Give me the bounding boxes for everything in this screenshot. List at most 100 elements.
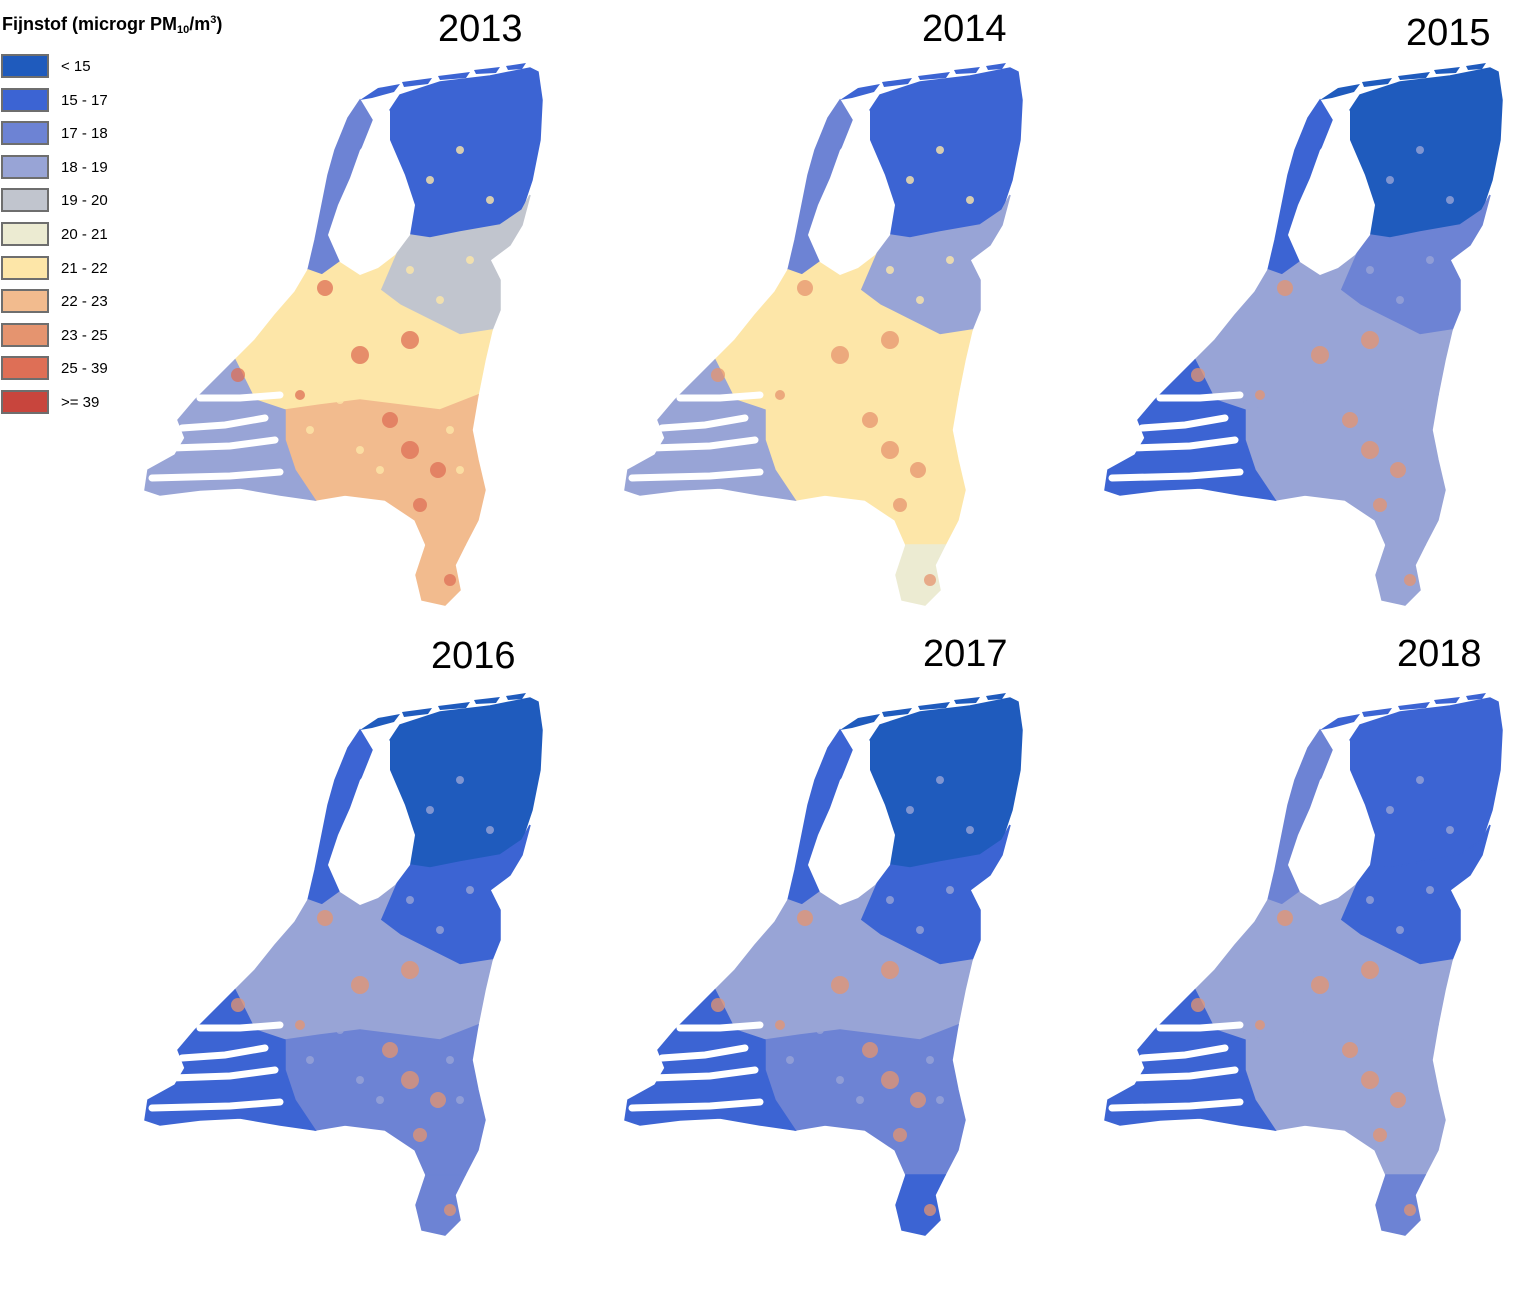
pollution-hotspot — [881, 441, 899, 459]
region-southwest — [624, 358, 797, 501]
pollution-hotspot — [231, 998, 245, 1012]
estuary-water — [178, 414, 269, 432]
pollution-hotspot — [1373, 498, 1387, 512]
legend-swatch — [1, 221, 49, 246]
urban-patch — [836, 446, 844, 454]
urban-patch — [856, 1006, 864, 1014]
region-north — [1349, 67, 1503, 239]
urban-patch — [286, 356, 294, 364]
urban-patch — [1376, 391, 1384, 399]
urban-patch — [856, 376, 864, 384]
wadden-island — [1466, 63, 1486, 70]
pollution-hotspot — [924, 1204, 936, 1216]
urban-patch — [856, 466, 864, 474]
region-limburg — [415, 544, 467, 606]
region-southwest — [1104, 988, 1277, 1131]
urban-patch — [1426, 886, 1434, 894]
estuary-water — [1156, 1021, 1244, 1032]
pollution-hotspot — [401, 331, 419, 349]
legend-swatch — [1, 356, 49, 381]
region-north — [389, 697, 543, 869]
estuary-water — [658, 1044, 749, 1062]
wadden-island — [360, 714, 400, 730]
pollution-hotspot — [231, 368, 245, 382]
wadden-island — [474, 67, 500, 74]
urban-patch — [1286, 966, 1294, 974]
pollution-hotspot — [295, 1020, 305, 1030]
estuary-water — [178, 1044, 269, 1062]
urban-patch — [1416, 1096, 1424, 1104]
legend-label: < 15 — [61, 58, 91, 75]
wadden-island — [918, 702, 950, 710]
pollution-hotspot — [317, 280, 333, 296]
region-northwest — [1267, 728, 1333, 906]
wadden-island — [954, 697, 980, 704]
wadden-island — [402, 78, 432, 87]
urban-patch — [826, 306, 834, 314]
pollution-hotspot — [924, 574, 936, 586]
legend-swatch — [1, 389, 49, 414]
urban-patch — [446, 1056, 454, 1064]
year-label: 2018 — [1397, 633, 1482, 675]
urban-patch — [486, 826, 494, 834]
urban-patch — [376, 1096, 384, 1104]
urban-patch — [446, 426, 454, 434]
wadden-island — [986, 693, 1006, 700]
pollution-hotspot — [1361, 1071, 1379, 1089]
estuary-water — [196, 1021, 284, 1032]
ijsselmeer-water — [1288, 740, 1375, 905]
estuary-water — [628, 1098, 764, 1112]
netherlands-map — [144, 63, 543, 606]
ijsselmeer-water — [328, 740, 415, 905]
region-southwest — [144, 988, 317, 1131]
urban-patch — [1416, 146, 1424, 154]
wadden-island — [474, 697, 500, 704]
pollution-hotspot — [910, 462, 926, 478]
urban-patch — [406, 896, 414, 904]
legend-swatch — [1, 154, 49, 179]
urban-patch — [766, 356, 774, 364]
pollution-hotspot — [1311, 346, 1329, 364]
year-label: 2017 — [923, 633, 1008, 675]
urban-patch — [836, 1076, 844, 1084]
pollution-hotspot — [1255, 1020, 1265, 1030]
legend-label: 15 - 17 — [61, 91, 108, 109]
region-south — [1244, 393, 1446, 546]
estuary-water — [676, 391, 764, 402]
pollution-hotspot — [831, 976, 849, 994]
estuary-water — [1138, 1044, 1229, 1062]
urban-patch — [456, 1096, 464, 1104]
pollution-hotspot — [1342, 1042, 1358, 1058]
estuary-water — [648, 436, 759, 452]
pollution-hotspot — [295, 390, 305, 400]
urban-patch — [376, 1006, 384, 1014]
map-panel-2015: 2015 — [1020, 0, 1520, 630]
region-center — [714, 882, 973, 1041]
region-southwest — [1104, 358, 1277, 501]
legend-label: >= 39 — [61, 393, 100, 411]
legend-label: 18 - 19 — [61, 158, 108, 176]
urban-patch — [816, 396, 824, 404]
wadden-island — [1398, 72, 1430, 80]
urban-patch — [1266, 1056, 1274, 1064]
estuary-water — [148, 1098, 284, 1112]
pollution-hotspot — [401, 441, 419, 459]
pollution-hotspot — [862, 1042, 878, 1058]
urban-patch — [1446, 196, 1454, 204]
wadden-island — [506, 63, 526, 70]
estuary-water — [168, 1066, 279, 1082]
urban-patch — [846, 956, 854, 964]
netherlands-map — [1104, 63, 1503, 606]
region-south — [284, 1023, 486, 1176]
map-panel-2017: 2017 — [540, 630, 1040, 1260]
legend-swatch — [1, 121, 49, 146]
map-panel-2016: 2016 — [60, 630, 560, 1260]
urban-patch — [1296, 396, 1304, 404]
urban-patch — [346, 936, 354, 944]
urban-patch — [416, 1021, 424, 1029]
legend-label: 17 - 18 — [61, 125, 108, 143]
urban-patch — [1366, 266, 1374, 274]
urban-patch — [286, 986, 294, 994]
urban-patch — [856, 1096, 864, 1104]
urban-patch — [1416, 466, 1424, 474]
